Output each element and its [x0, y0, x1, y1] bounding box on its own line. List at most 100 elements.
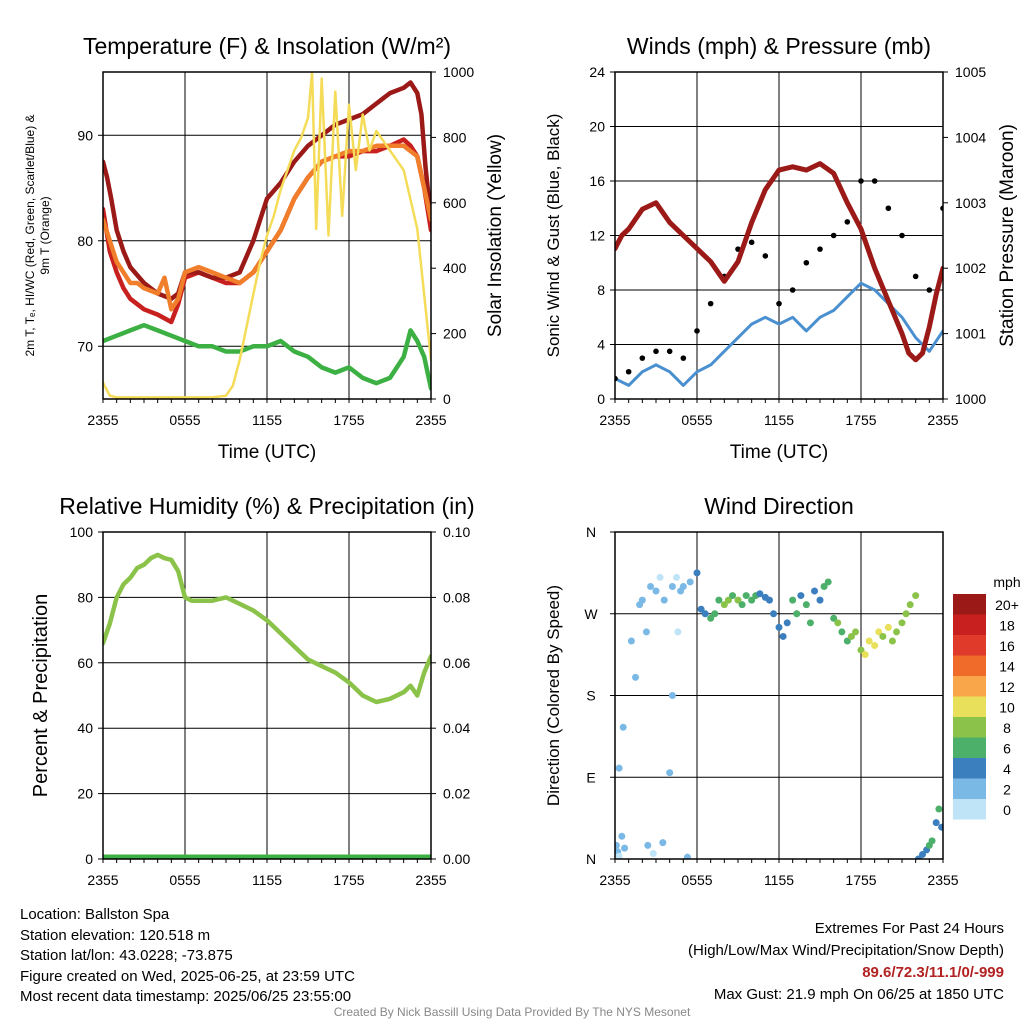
- gust-point: [830, 232, 837, 239]
- extremes-legend: (High/Low/Max Wind/Precipitation/Snow De…: [688, 942, 1004, 959]
- chart-title: Winds (mph) & Pressure (mb): [627, 33, 931, 59]
- x-tick-label: 0555: [169, 412, 200, 428]
- series-dewpoint: [103, 322, 431, 391]
- y-tick-label: E: [586, 769, 595, 785]
- speed-legend: mph 20+ 18 16 14 12 10 8 6 4 2 0: [953, 574, 1021, 820]
- legend-label: 4: [1003, 761, 1011, 777]
- chart-panel-3: Relative Humidity (%) & Precipitation (i…: [30, 493, 475, 888]
- x-tick-label: 1155: [252, 412, 282, 428]
- chart-title: Wind Direction: [704, 493, 854, 519]
- direction-point: [802, 601, 810, 609]
- y-tick-label: 40: [77, 720, 93, 736]
- direction-point: [632, 673, 639, 681]
- direction-point: [857, 646, 865, 654]
- legend-label: 8: [1003, 720, 1011, 736]
- y-tick-label: 60: [77, 655, 93, 671]
- plot-frame: [102, 71, 432, 400]
- y-tick-label: 80: [77, 233, 93, 249]
- x-tick-label: 0555: [169, 872, 200, 888]
- direction-point: [820, 583, 828, 590]
- y-tick-label: 20: [589, 119, 605, 135]
- direction-point: [615, 841, 620, 849]
- gust-point: [803, 259, 810, 266]
- gust-point: [625, 368, 632, 375]
- y2-tick-label: 1000: [443, 64, 474, 80]
- direction-point: [679, 583, 687, 590]
- y2-tick-label: 0.06: [443, 655, 470, 671]
- x-tick-label: 2355: [599, 412, 630, 428]
- y2-tick-label: 1000: [955, 391, 986, 407]
- direction-point: [811, 587, 819, 595]
- y2-tick-label: 0.00: [443, 851, 470, 867]
- gust-point: [653, 348, 659, 355]
- x-tick-label: 1755: [845, 872, 876, 888]
- y2-tick-label: 800: [443, 129, 467, 145]
- gust-point: [858, 178, 864, 184]
- y-tick-label: 0: [85, 851, 93, 867]
- max-gust-text: Max Gust: 21.9 mph On 06/25 at 1850 UTC: [713, 986, 1004, 1003]
- y-tick-label: 100: [70, 524, 94, 540]
- x-tick-label: 2355: [87, 872, 118, 888]
- direction-point: [711, 610, 719, 618]
- direction-point: [707, 614, 715, 622]
- direction-point: [852, 628, 860, 636]
- direction-point: [686, 578, 694, 586]
- credit-text: Created By Nick Bassill Using Data Provi…: [333, 1005, 691, 1019]
- series-hi-wc: [103, 80, 431, 302]
- x-tick-label: 2355: [599, 872, 630, 888]
- direction-point: [861, 651, 869, 659]
- plot-area: [615, 161, 943, 387]
- direction-point: [715, 596, 723, 604]
- legend-swatch: [953, 717, 986, 738]
- direction-point: [797, 592, 805, 600]
- gust-point: [899, 232, 905, 239]
- direction-point: [843, 637, 851, 645]
- legend-swatch: [953, 655, 986, 676]
- direction-point: [652, 587, 660, 595]
- y-tick-label: 24: [589, 64, 605, 80]
- plot-area: [103, 72, 431, 399]
- direction-point: [659, 839, 667, 847]
- y-tick-label: 0: [597, 391, 605, 407]
- x-tick-label: 2355: [87, 412, 118, 428]
- direction-point: [775, 623, 783, 631]
- direction-point: [627, 637, 635, 645]
- x-tick-label: 1755: [333, 872, 364, 888]
- direction-point: [674, 628, 682, 636]
- y2-tick-label: 1005: [955, 64, 986, 80]
- gust-point: [844, 219, 851, 225]
- direction-point: [738, 601, 746, 609]
- x-tick-label: 2355: [415, 872, 446, 888]
- direction-point: [865, 637, 873, 645]
- y2-tick-label: 600: [443, 195, 467, 211]
- extremes-panel: Extremes For Past 24 Hours (High/Low/Max…: [584, 918, 1004, 1006]
- x-tick-label: 1755: [845, 412, 876, 428]
- direction-point: [673, 573, 680, 581]
- plot-frame: [614, 531, 944, 860]
- gust-point: [926, 287, 933, 293]
- created-text: Figure created on Wed, 2025-06-25, at 23…: [20, 967, 355, 985]
- y2-tick-label: 0.08: [443, 589, 470, 605]
- y2-tick-label: 400: [443, 260, 467, 276]
- direction-point: [756, 590, 764, 598]
- direction-point: [729, 592, 737, 600]
- gust-point: [912, 273, 919, 280]
- x-axis-label: Time (UTC): [730, 442, 829, 463]
- gust-point: [666, 348, 673, 355]
- x-tick-label: 1155: [764, 872, 794, 888]
- legend-label: 20+: [995, 597, 1019, 613]
- y-tick-label: 16: [589, 173, 605, 189]
- recent-data-text: Most recent data timestamp: 2025/06/25 2…: [20, 988, 352, 1005]
- y-axis-label: 2m T, Tₑ, HI/WC (Red, Green, Scarlet/Blu…: [23, 114, 52, 356]
- direction-point: [912, 592, 920, 600]
- direction-point: [834, 619, 842, 627]
- x-tick-label: 2355: [415, 412, 446, 428]
- direction-point: [779, 632, 787, 640]
- y2-tick-label: 0.02: [443, 786, 470, 802]
- x-tick-label: 1755: [333, 412, 364, 428]
- direction-point: [893, 628, 901, 636]
- x-tick-label: 2355: [927, 872, 958, 888]
- series-9m-t: [103, 143, 431, 312]
- y2-axis-label: Solar Insolation (Yellow): [485, 134, 506, 337]
- direction-point: [938, 823, 943, 831]
